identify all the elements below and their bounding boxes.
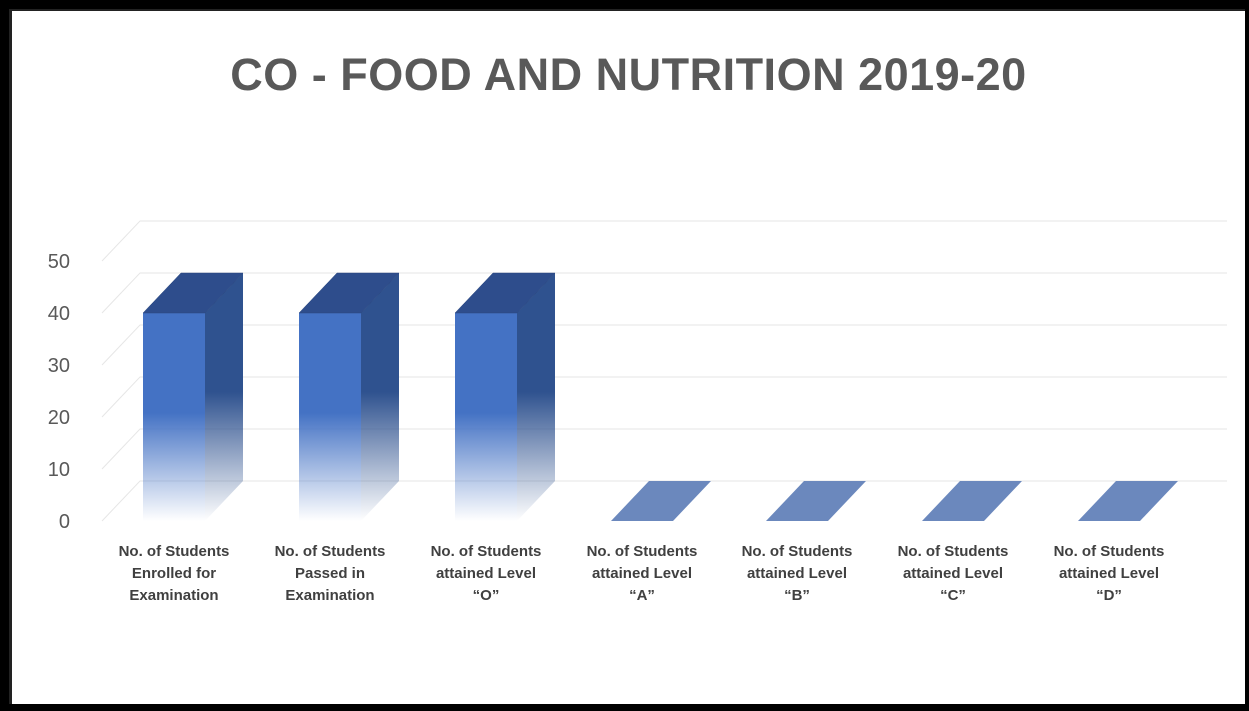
- x-category-line: “B”: [784, 587, 810, 604]
- bar-side: [205, 273, 243, 521]
- x-category-label: No. of Students attained Level “A”: [587, 543, 698, 604]
- bar-top: [454, 272, 556, 314]
- gridline: [101, 220, 1227, 262]
- x-category-line: “A”: [629, 587, 655, 604]
- bar: [611, 481, 711, 521]
- x-category-line: No. of Students: [275, 543, 386, 560]
- chart-plot-area: 0 10 20 30 40 50 No. of Students Enrolled for E…: [48, 220, 1227, 604]
- x-category-line: Passed in: [295, 565, 365, 582]
- y-tick-label: 20: [48, 407, 70, 429]
- x-category-label: No. of Students attained Level “O”: [431, 543, 542, 604]
- chart-frame: CO - FOOD AND NUTRITION 2019-20 0 10 20 30 4…: [9, 9, 1245, 704]
- x-category-line: attained Level: [436, 565, 536, 582]
- x-category-line: No. of Students: [431, 543, 542, 560]
- gridlines: [101, 220, 1227, 522]
- bar-front: [143, 313, 205, 521]
- x-category-line: No. of Students: [898, 543, 1009, 560]
- chart-title: CO - FOOD AND NUTRITION 2019-20: [230, 49, 1027, 100]
- x-category-line: Enrolled for: [132, 565, 216, 582]
- bars: [142, 272, 1178, 521]
- bar-top: [142, 272, 244, 314]
- x-category-line: “C”: [940, 587, 966, 604]
- x-category-line: attained Level: [592, 565, 692, 582]
- x-category-line: Examination: [129, 587, 218, 604]
- bar-zero-face: [922, 481, 1022, 521]
- gridline: [101, 272, 1227, 314]
- x-axis: No. of Students Enrolled for ExaminationNo…: [119, 543, 1165, 604]
- x-category-line: No. of Students: [1054, 543, 1165, 560]
- bar-front: [299, 313, 361, 521]
- gridline: [101, 428, 1227, 470]
- y-axis: 0 10 20 30 40 50: [48, 251, 70, 533]
- bar-zero-face: [766, 481, 866, 521]
- y-tick-label: 10: [48, 459, 70, 481]
- x-category-line: “O”: [473, 587, 500, 604]
- x-category-label: No. of Students Passed in Examination: [275, 543, 386, 604]
- x-category-line: No. of Students: [742, 543, 853, 560]
- bar: [454, 272, 556, 521]
- x-category-line: attained Level: [903, 565, 1003, 582]
- bar-side: [361, 273, 399, 521]
- x-category-label: No. of Students Enrolled for Examination: [119, 543, 230, 604]
- x-category-label: No. of Students attained Level “D”: [1054, 543, 1165, 604]
- x-category-line: “D”: [1096, 587, 1122, 604]
- bar-top: [298, 272, 400, 314]
- bar: [922, 481, 1022, 521]
- y-tick-label: 30: [48, 355, 70, 377]
- bar: [766, 481, 866, 521]
- y-tick-label: 40: [48, 303, 70, 325]
- y-tick-label: 0: [59, 511, 70, 533]
- bar-side: [517, 273, 555, 521]
- bar: [142, 272, 244, 521]
- x-category-label: No. of Students attained Level “C”: [898, 543, 1009, 604]
- y-tick-label: 50: [48, 251, 70, 273]
- x-category-line: No. of Students: [587, 543, 698, 560]
- bar-zero-face: [1078, 481, 1178, 521]
- x-category-label: No. of Students attained Level “B”: [742, 543, 853, 604]
- bar: [298, 272, 400, 521]
- x-category-line: Examination: [285, 587, 374, 604]
- x-category-line: attained Level: [747, 565, 847, 582]
- bar-front: [455, 313, 517, 521]
- x-category-line: No. of Students: [119, 543, 230, 560]
- x-category-line: attained Level: [1059, 565, 1159, 582]
- bar: [1078, 481, 1178, 521]
- gridline: [101, 376, 1227, 418]
- bar-zero-face: [611, 481, 711, 521]
- gridline: [101, 324, 1227, 366]
